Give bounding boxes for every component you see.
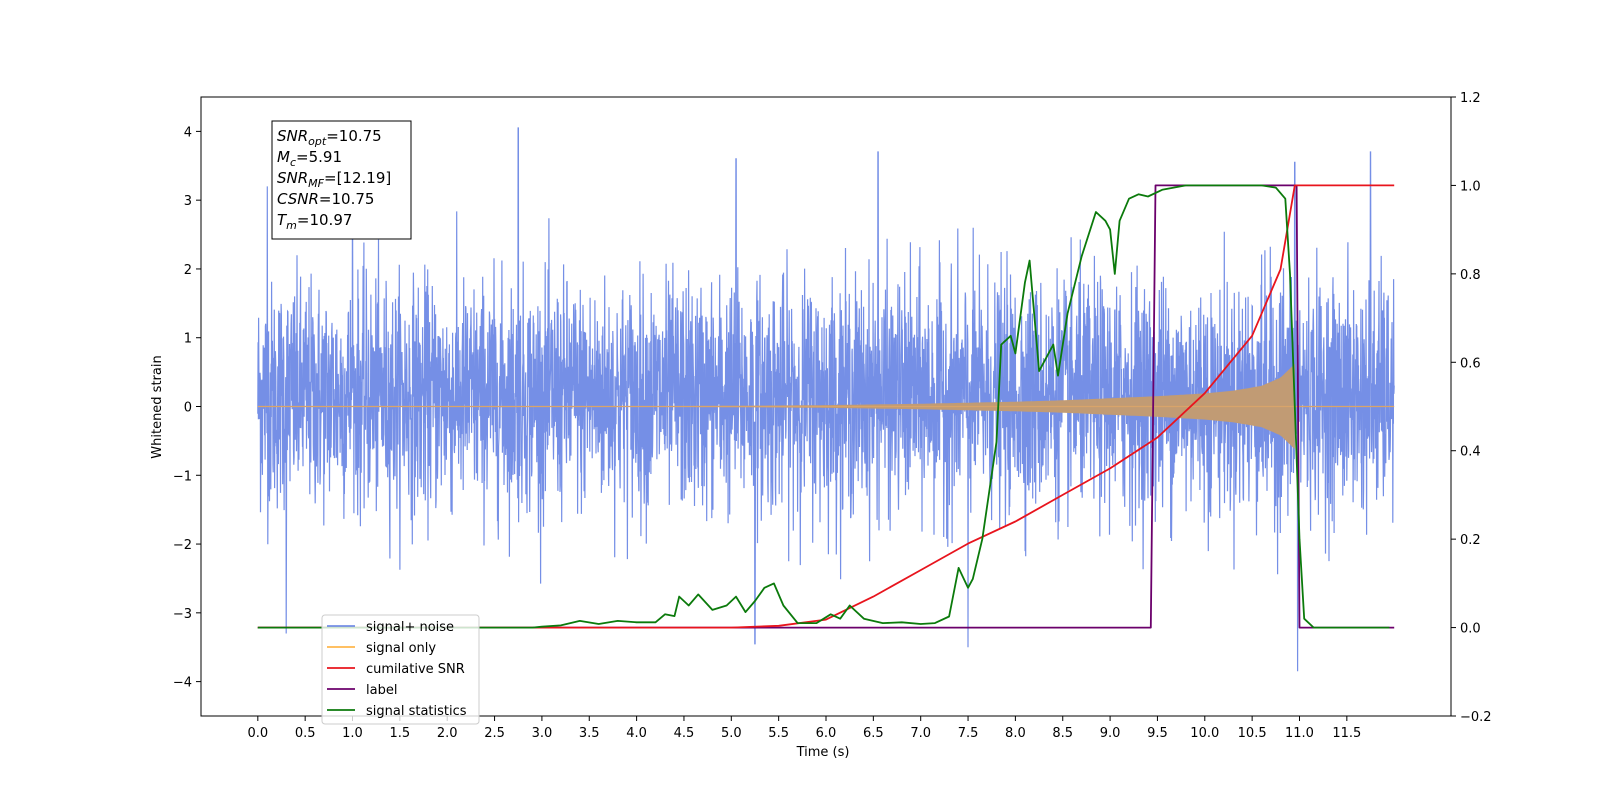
y-axis-label: Whitened strain [150,355,165,458]
x-tick-label: 11.5 [1332,726,1361,741]
signal-statistics-line [257,184,1390,629]
x-tick-label: 5.5 [768,726,789,741]
x-tick-label: 6.0 [816,726,837,741]
y-left-tick-label: −1 [173,469,192,484]
cumilative-snr-line [257,184,1395,629]
x-tick-label: 4.5 [674,726,695,741]
x-tick-label: 7.5 [958,726,979,741]
annotation-box: SNRopt=10.75Mc=5.91SNRMF=[12.19]CSNR=10.… [271,120,412,240]
x-tick-label: 4.0 [626,726,647,741]
y-right-tick-label: 0.2 [1460,533,1481,548]
x-tick-label: 11.0 [1285,726,1314,741]
signal-only-series [257,363,1395,450]
x-tick-label: 0.0 [247,726,268,741]
y-left-tick-label: 0 [184,401,192,416]
x-tick-label: 10.5 [1238,726,1267,741]
legend-label: signal+ noise [366,620,454,635]
x-tick-label: 7.0 [910,726,931,741]
y-right-tick-label: 0.8 [1460,268,1481,283]
y-left-tick-label: 3 [184,194,192,209]
legend-label: label [366,683,397,698]
right-axis-series [257,184,1395,629]
x-tick-label: 2.5 [484,726,505,741]
y-right-tick-label: 1.0 [1460,179,1481,194]
x-tick-label: 9.0 [1100,726,1121,741]
y-axis-left: −4 −3 −2 −1 0 1 2 3 4 [173,125,201,691]
y-axis-right: −0.2 0.0 0.2 0.4 0.6 0.8 1.0 1.2 [1451,91,1492,725]
x-tick-label: 8.0 [1005,726,1026,741]
y-left-tick-label: −2 [173,538,192,553]
legend: signal+ noise signal only cumilative SNR la… [321,614,480,725]
x-tick-label: 0.5 [295,726,316,741]
x-tick-label: 3.5 [579,726,600,741]
y-left-tick-label: 1 [184,332,192,347]
x-tick-label: 8.5 [1052,726,1073,741]
annotation-line: Mc=5.91 [277,148,342,169]
signal-noise-line [257,127,1395,672]
x-axis: 0.0 0.5 1.0 1.5 2.0 2.5 3.0 3.5 4.0 4.5 5.0 5.5 6.0 6… [247,716,1361,741]
y-right-tick-label: 0.4 [1460,445,1481,460]
x-tick-label: 1.0 [342,726,363,741]
x-tick-label: 10.0 [1190,726,1219,741]
legend-label: signal only [366,641,436,656]
x-axis-label: Time (s) [796,745,850,760]
x-tick-label: 6.5 [863,726,884,741]
annotation-line: Tm=10.97 [277,211,352,232]
y-right-tick-label: −0.2 [1460,710,1492,725]
x-tick-label: 2.0 [437,726,458,741]
signal-noise-series [257,127,1395,672]
x-tick-label: 9.5 [1147,726,1168,741]
y-left-tick-label: 2 [184,263,192,278]
legend-label: signal statistics [366,704,467,719]
y-right-tick-label: 0.6 [1460,356,1481,371]
annotation-line: CSNR=10.75 [277,190,374,208]
annotation-line: SNRopt=10.75 [277,127,382,148]
y-left-tick-label: 4 [184,125,192,140]
x-tick-label: 3.0 [532,726,553,741]
y-right-tick-label: 1.2 [1460,91,1481,106]
y-left-tick-label: −4 [173,676,192,691]
x-tick-label: 1.5 [390,726,411,741]
y-left-tick-label: −3 [173,607,192,622]
y-right-tick-label: 0.0 [1460,622,1481,637]
x-tick-label: 5.0 [721,726,742,741]
legend-label: cumilative SNR [366,662,465,677]
annotation-line: SNRMF=[12.19] [277,169,391,190]
